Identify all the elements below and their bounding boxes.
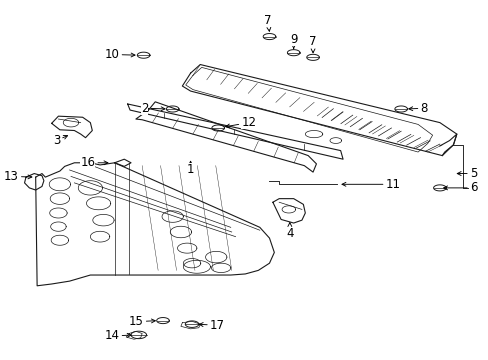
Text: 17: 17 (199, 319, 224, 332)
Text: 4: 4 (285, 222, 293, 239)
Text: 2: 2 (141, 102, 164, 115)
Text: 8: 8 (408, 102, 427, 115)
Text: 16: 16 (80, 156, 108, 169)
Text: 14: 14 (104, 329, 131, 342)
Text: 7: 7 (309, 35, 316, 53)
Text: 11: 11 (341, 178, 400, 191)
Text: 13: 13 (4, 170, 32, 183)
Text: 15: 15 (128, 315, 155, 328)
Text: 5: 5 (456, 167, 476, 180)
Text: 9: 9 (289, 33, 297, 49)
Text: 12: 12 (225, 116, 256, 129)
Text: 7: 7 (264, 14, 271, 31)
Text: 1: 1 (186, 161, 194, 176)
Text: 6: 6 (443, 181, 476, 194)
Text: 10: 10 (104, 48, 135, 61)
Text: 3: 3 (53, 134, 67, 147)
